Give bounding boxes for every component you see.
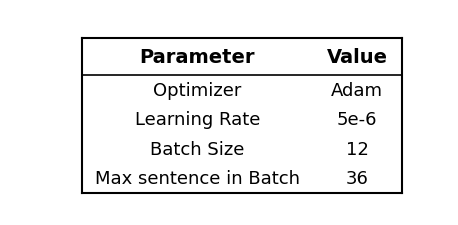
Text: Parameter: Parameter [140,48,255,67]
Text: Max sentence in Batch: Max sentence in Batch [95,170,300,188]
Text: Optimizer: Optimizer [153,81,242,99]
Text: Adam: Adam [331,81,383,99]
Text: Value: Value [327,48,387,67]
Text: Batch Size: Batch Size [150,140,245,158]
Text: 12: 12 [346,140,369,158]
Text: 36: 36 [346,170,369,188]
Text: 5e-6: 5e-6 [337,111,377,129]
Text: Learning Rate: Learning Rate [135,111,260,129]
